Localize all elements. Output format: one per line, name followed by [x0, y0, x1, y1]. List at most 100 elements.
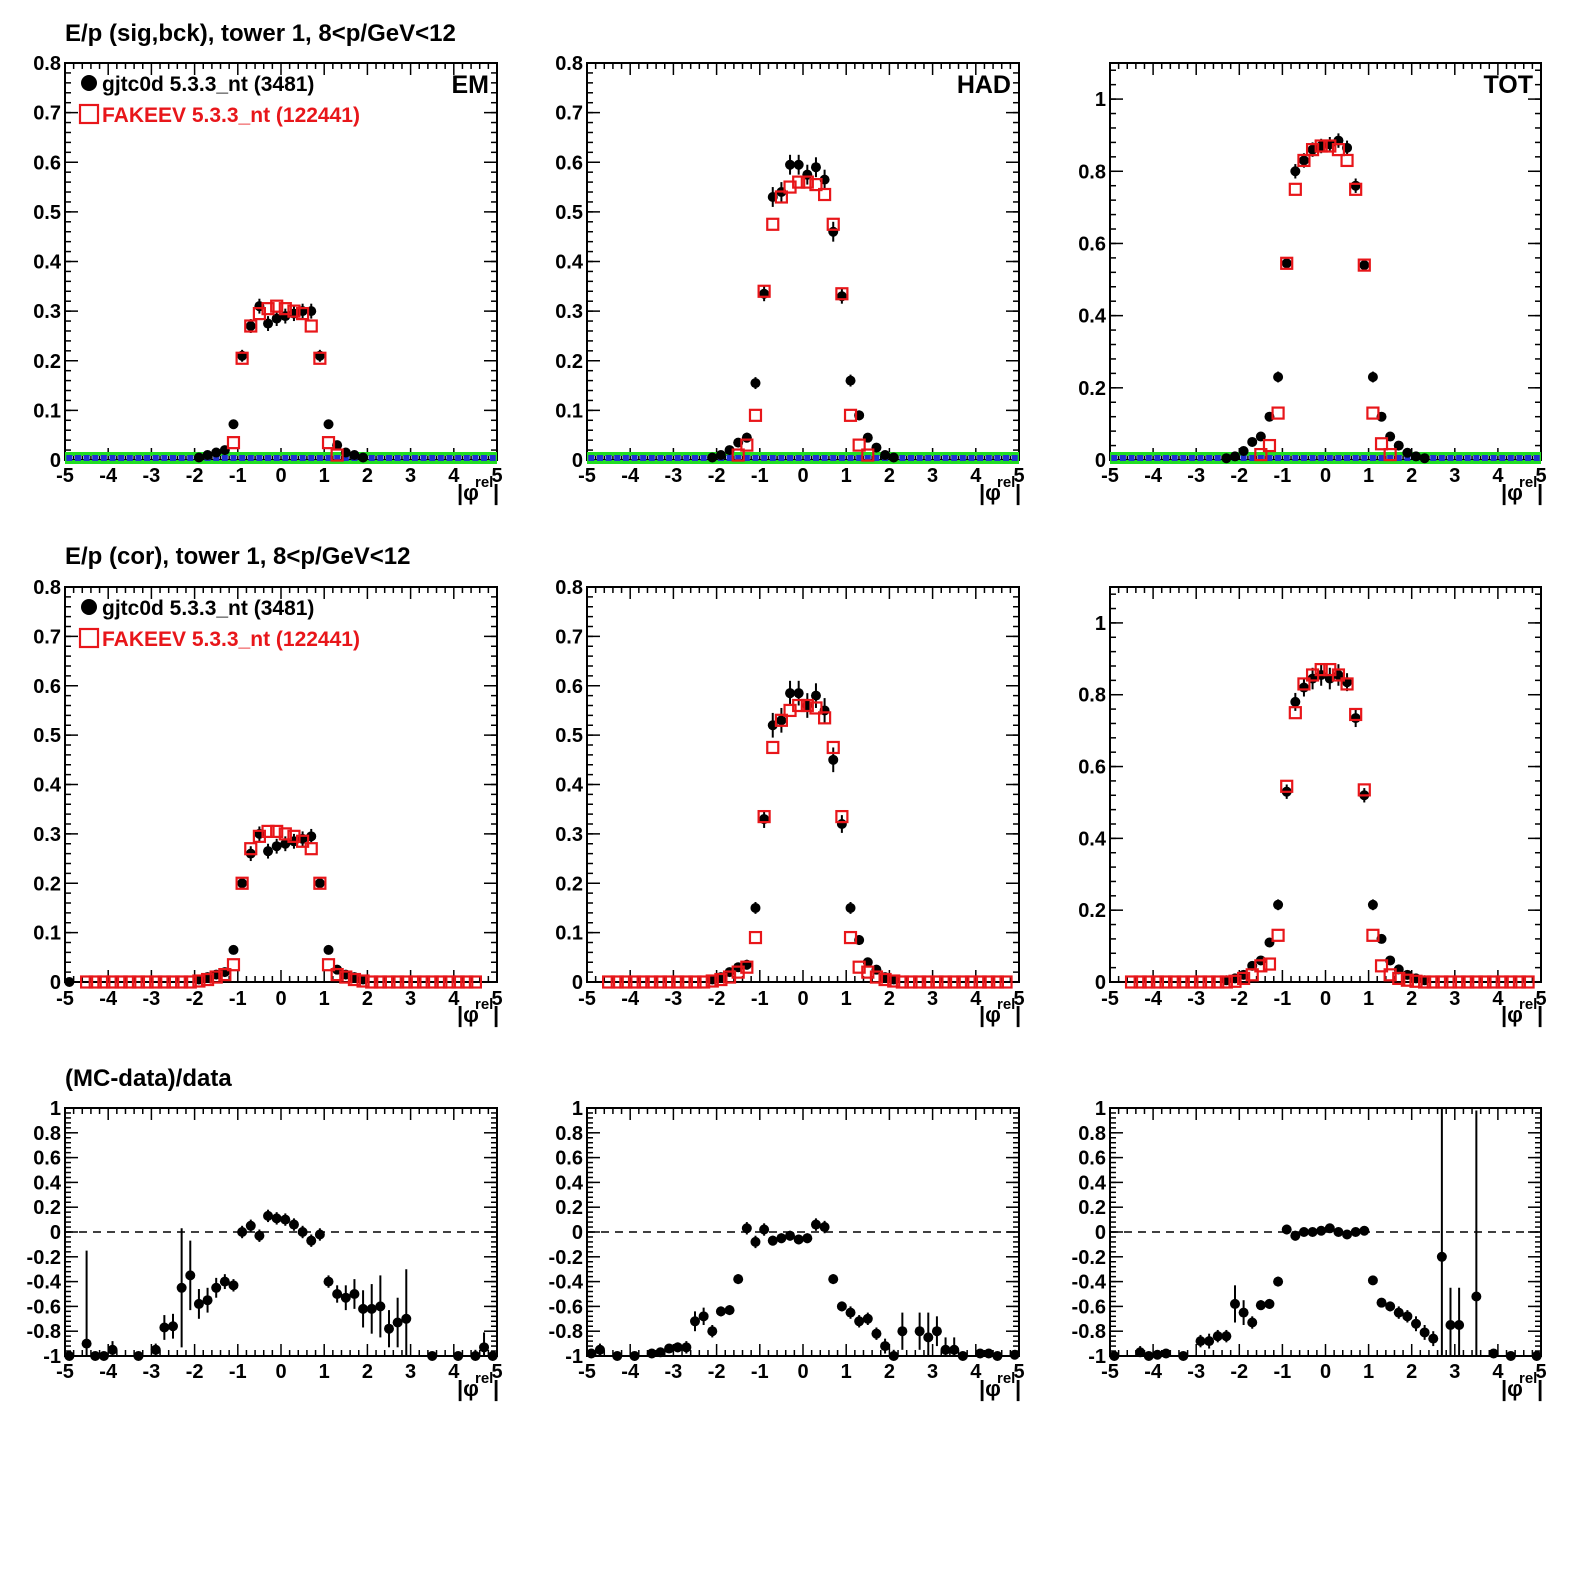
x-tick-label: 0: [1320, 1361, 1331, 1383]
x-tick-label: -2: [186, 1361, 204, 1383]
y-tick-label: 0.4: [555, 1172, 584, 1194]
data-point: [150, 1344, 161, 1355]
data-point: [1436, 1251, 1447, 1262]
mc-point: [878, 972, 892, 987]
blue-band-point: [657, 455, 664, 461]
x-tick-label: 3: [405, 988, 416, 1010]
mc-point: [356, 974, 370, 988]
y-tick-label: 0.1: [33, 400, 61, 422]
data-point: [1298, 1227, 1309, 1237]
x-tick-label: 2: [362, 1361, 373, 1383]
mc-point: [627, 975, 642, 989]
data-point: [1324, 1223, 1335, 1234]
blue-band-point: [325, 455, 332, 461]
data-point: [897, 1326, 908, 1337]
mc-point: [731, 448, 745, 462]
mc-point: [757, 809, 771, 824]
data-point: [750, 902, 761, 913]
x-tick-label: -4: [1144, 988, 1163, 1010]
data-point: [228, 419, 239, 430]
y-tick-label: 0.2: [33, 873, 61, 895]
data-point: [358, 452, 369, 463]
x-tick-label: -2: [186, 465, 204, 487]
mc-point: [1168, 975, 1182, 989]
mc-point: [123, 975, 137, 989]
x-tick-label: -1: [751, 465, 769, 487]
mc-point: [1521, 975, 1535, 989]
data-point: [715, 450, 726, 461]
data-point: [785, 159, 796, 170]
mc-point: [399, 975, 413, 989]
legend-mc-label: FAKEEV 5.3.3_nt (122441): [102, 104, 360, 127]
mc-point: [843, 408, 858, 422]
blue-band-point: [622, 455, 629, 461]
mc-point: [766, 217, 780, 231]
y-tick-label: 0.3: [33, 301, 61, 323]
x-tick-label: -5: [1101, 465, 1119, 487]
data-point: [1229, 451, 1240, 462]
mc-point: [157, 975, 171, 989]
mc-point: [1374, 437, 1389, 451]
data-point: [828, 226, 839, 237]
data-point: [263, 846, 274, 857]
mc-point: [200, 972, 215, 987]
y-tick-label: 0.4: [33, 1172, 62, 1194]
blue-band-point: [1352, 455, 1359, 461]
mc-point: [835, 287, 849, 301]
mc-point: [1366, 928, 1380, 942]
blue-band-point: [1154, 455, 1161, 461]
data-point: [323, 419, 334, 430]
blue-band-point: [666, 455, 673, 461]
mc-point: [887, 974, 901, 988]
data-point: [1402, 447, 1413, 458]
mc-point: [1374, 959, 1389, 973]
mc-point: [330, 448, 344, 462]
y-tick-label: 0: [50, 1222, 61, 1244]
y-tick-label: 0.2: [555, 1197, 583, 1219]
corner-label: EM: [452, 71, 490, 99]
mc-point: [114, 975, 128, 989]
y-tick-label: 0.2: [555, 351, 583, 373]
data-point: [1505, 1351, 1516, 1361]
blue-band-point: [265, 455, 272, 461]
data-point: [323, 1276, 334, 1287]
data-point: [741, 432, 752, 443]
mc-point: [947, 975, 961, 989]
blue-band-point: [873, 455, 880, 461]
blue-band-point: [1240, 455, 1247, 461]
data-point: [133, 1351, 144, 1361]
blue-band-point: [838, 455, 845, 461]
x-axis-title-close: |: [1537, 1002, 1543, 1027]
x-tick-label: -5: [578, 1361, 596, 1383]
mc-point: [442, 975, 457, 989]
blue-band-point: [692, 455, 698, 461]
blue-band-point: [1395, 455, 1402, 461]
mc-point: [1271, 406, 1285, 420]
mc-point: [913, 975, 927, 989]
blue-band-point: [221, 455, 228, 461]
y-tick-label: 0.1: [555, 923, 583, 945]
mc-point: [1340, 153, 1354, 168]
mc-point: [869, 970, 884, 984]
data-point: [375, 1301, 386, 1312]
data-point: [1402, 1311, 1413, 1322]
mc-point: [192, 974, 206, 988]
legend-data-marker: [81, 599, 97, 615]
mc-point: [140, 975, 154, 989]
data-point: [810, 690, 821, 701]
x-tick-label: 2: [1406, 465, 1417, 487]
blue-band-point: [821, 455, 828, 461]
y-tick-label: 0.6: [555, 152, 583, 174]
blue-band-point: [916, 455, 923, 461]
blue-band-point: [273, 455, 280, 461]
x-tick-label: 1: [1363, 1361, 1374, 1383]
legend-data-label: gjtc0d 5.3.3_nt (3481): [102, 597, 314, 620]
blue-band-point: [925, 455, 932, 461]
blue-band-point: [1525, 455, 1532, 461]
y-tick-label: 0.8: [555, 53, 583, 75]
x-tick-label: 5: [1535, 988, 1546, 1010]
blue-band-point: [403, 455, 410, 461]
corner-label: TOT: [1483, 71, 1533, 99]
